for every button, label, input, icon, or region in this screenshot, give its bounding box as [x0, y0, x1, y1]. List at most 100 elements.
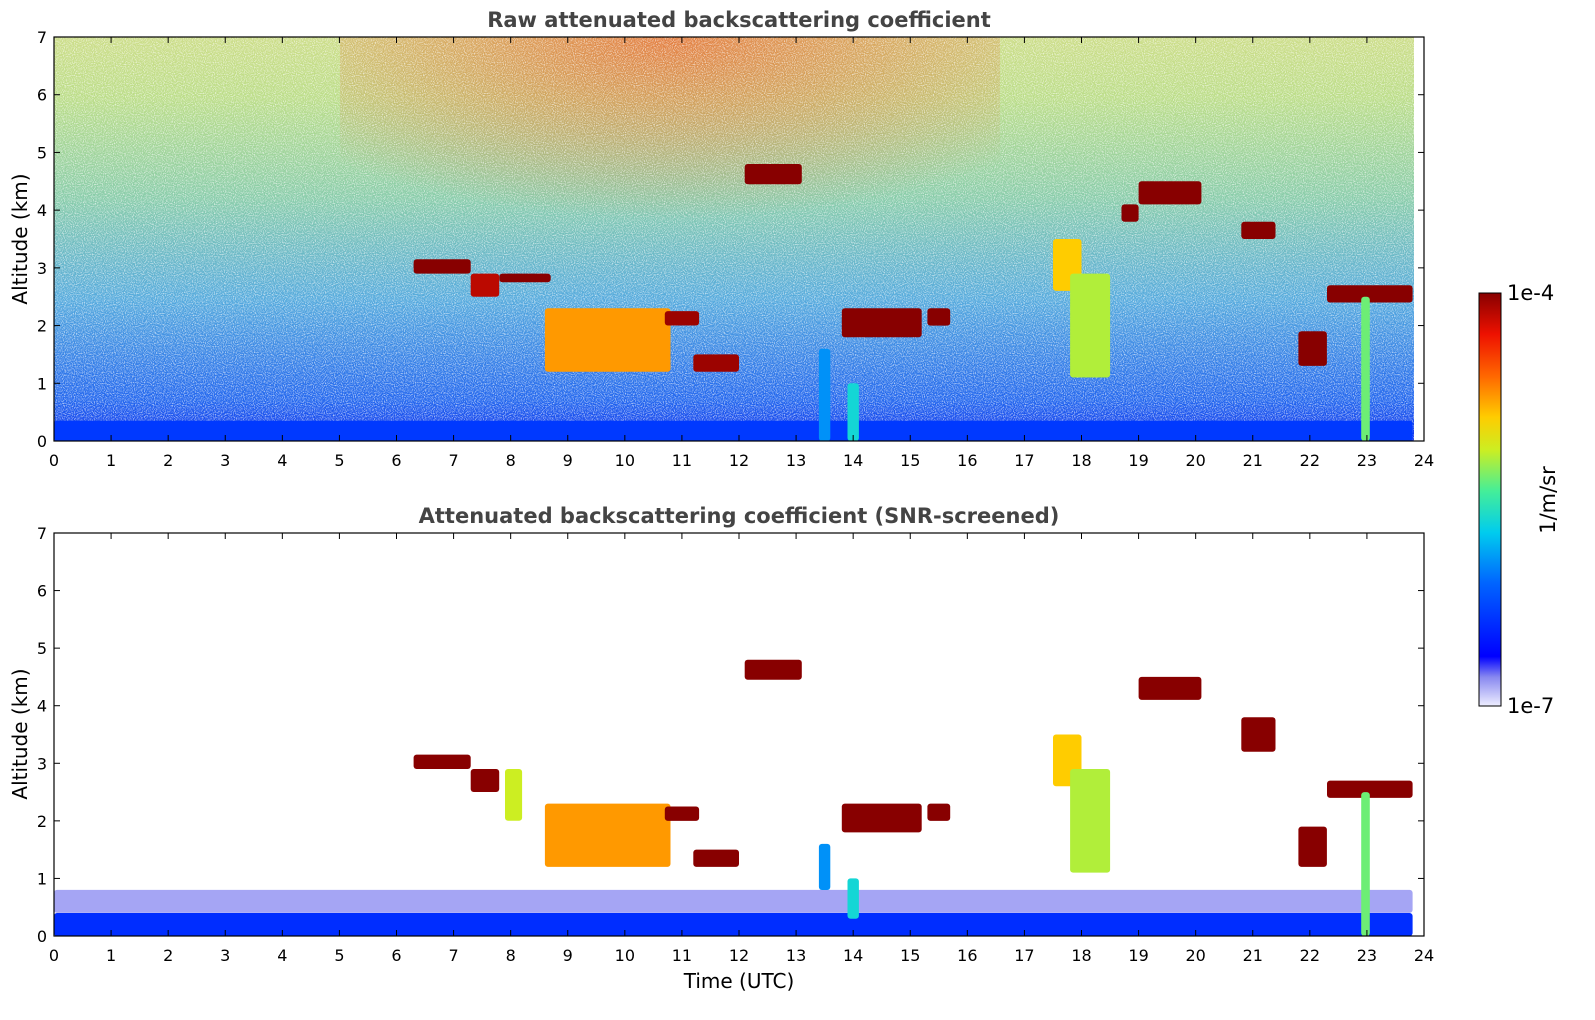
backscatter-feature: [470, 769, 500, 792]
x-tick-label: 22: [1300, 451, 1320, 470]
y-tick-label: 1: [37, 374, 47, 393]
panel-title: Raw attenuated backscattering coefficien…: [487, 8, 991, 32]
x-tick-label: 1: [106, 946, 116, 965]
y-tick-label: 5: [37, 143, 47, 162]
x-tick-label: 23: [1357, 451, 1377, 470]
backscatter-feature: [1327, 285, 1413, 303]
x-tick-label: 15: [900, 451, 920, 470]
x-tick-label: 10: [615, 451, 635, 470]
y-tick-label: 5: [37, 639, 47, 658]
x-tick-label: 11: [672, 946, 692, 965]
x-tick-label: 2: [163, 946, 173, 965]
backscatter-feature: [847, 878, 859, 919]
x-tick-label: 14: [843, 451, 863, 470]
raw-backscatter-panel: Raw attenuated backscattering coefficien…: [8, 8, 1434, 470]
backscatter-feature: [744, 164, 802, 185]
backscatter-feature: [413, 259, 471, 274]
backscatter-feature: [744, 659, 802, 680]
x-tick-label: 20: [1185, 451, 1205, 470]
y-tick-label: 1: [37, 869, 47, 888]
backscatter-feature: [54, 420, 1413, 441]
backscatter-feature: [1070, 769, 1111, 873]
y-axis-label: Altitude (km): [8, 668, 32, 799]
x-tick-label: 13: [786, 946, 806, 965]
y-tick-label: 3: [37, 259, 47, 278]
x-tick-label: 3: [220, 451, 230, 470]
colorbar-scale: [1478, 292, 1502, 707]
x-tick-label: 6: [391, 946, 401, 965]
backscatter-feature: [1138, 181, 1202, 205]
y-tick-label: 2: [37, 317, 47, 336]
x-tick-label: 11: [672, 451, 692, 470]
y-tick-label: 6: [37, 86, 47, 105]
y-tick-label: 4: [37, 697, 47, 716]
x-tick-label: 17: [1014, 451, 1034, 470]
backscatter-feature: [927, 803, 951, 821]
x-tick-label: 5: [334, 451, 344, 470]
x-axis: 0 1 2 3 4 5 6 7 8 9 10 11 12 13 14 15 16 17 18 19 20 21 22 23 24: [49, 533, 1434, 965]
backscatter-feature: [544, 308, 671, 372]
cloud-features: [54, 659, 1413, 936]
x-tick-label: 0: [49, 451, 59, 470]
backscatter-feature: [470, 273, 500, 297]
x-axis: 0 1 2 3 4 5 6 7 8 9 10 11 12 13 14 15 16 17 18 19 20 21 22 23 24: [49, 37, 1434, 470]
x-tick-label: 2: [163, 451, 173, 470]
y-tick-label: 4: [37, 201, 47, 220]
x-tick-label: 3: [220, 946, 230, 965]
x-tick-label: 22: [1300, 946, 1320, 965]
backscatter-feature: [818, 348, 831, 441]
plot-background: [54, 533, 1424, 936]
backscatter-feature: [1138, 676, 1202, 700]
panel-title: Attenuated backscattering coefficient (S…: [419, 504, 1060, 528]
x-axis-label: Time (UTC): [683, 969, 795, 993]
x-tick-label: 10: [615, 946, 635, 965]
x-tick-label: 13: [786, 451, 806, 470]
backscatter-feature: [664, 806, 700, 821]
backscatter-feature: [1298, 331, 1327, 366]
x-tick-label: 14: [843, 946, 863, 965]
backscatter-feature: [1361, 296, 1370, 441]
backscatter-feature: [693, 849, 739, 867]
x-tick-label: 6: [391, 451, 401, 470]
x-tick-label: 20: [1185, 946, 1205, 965]
backscatter-feature: [54, 913, 1413, 936]
backscatter-feature: [1361, 792, 1370, 936]
x-tick-label: 18: [1071, 946, 1091, 965]
backscatter-feature: [664, 311, 700, 326]
backscatter-feature: [499, 273, 551, 283]
x-tick-label: 21: [1243, 946, 1263, 965]
snr-screened-panel: Attenuated backscattering coefficient (S…: [8, 504, 1434, 993]
x-tick-label: 24: [1414, 946, 1434, 965]
x-tick-label: 12: [729, 946, 749, 965]
backscatter-feature: [505, 769, 523, 821]
y-axis-label: Altitude (km): [8, 173, 32, 304]
y-axis: 0 1 2 3 4 5 6 7: [37, 28, 1424, 451]
backscatter-feature: [841, 308, 922, 338]
x-tick-label: 21: [1243, 451, 1263, 470]
colorbar-max-label: 1e-4: [1507, 281, 1554, 305]
x-tick-label: 19: [1128, 946, 1148, 965]
x-tick-label: 17: [1014, 946, 1034, 965]
x-tick-label: 23: [1357, 946, 1377, 965]
x-tick-label: 9: [563, 451, 573, 470]
x-tick-label: 19: [1128, 451, 1148, 470]
backscatter-feature: [1327, 780, 1413, 798]
x-tick-label: 9: [563, 946, 573, 965]
backscatter-feature: [1121, 204, 1139, 222]
backscatter-feature: [693, 354, 739, 372]
x-tick-label: 1: [106, 451, 116, 470]
backscatter-feature: [818, 843, 831, 890]
y-tick-label: 2: [37, 812, 47, 831]
x-tick-label: 4: [277, 946, 287, 965]
backscatter-feature: [1298, 826, 1327, 867]
x-tick-label: 4: [277, 451, 287, 470]
backscatter-feature: [413, 754, 471, 769]
x-tick-label: 7: [448, 451, 458, 470]
backscatter-feature: [927, 308, 951, 326]
colorbar: 1e-4 1e-7 1/m/sr: [1478, 281, 1560, 718]
noise-speckle: [54, 37, 1414, 441]
x-tick-label: 0: [49, 946, 59, 965]
y-tick-label: 7: [37, 524, 47, 543]
x-tick-label: 12: [729, 451, 749, 470]
